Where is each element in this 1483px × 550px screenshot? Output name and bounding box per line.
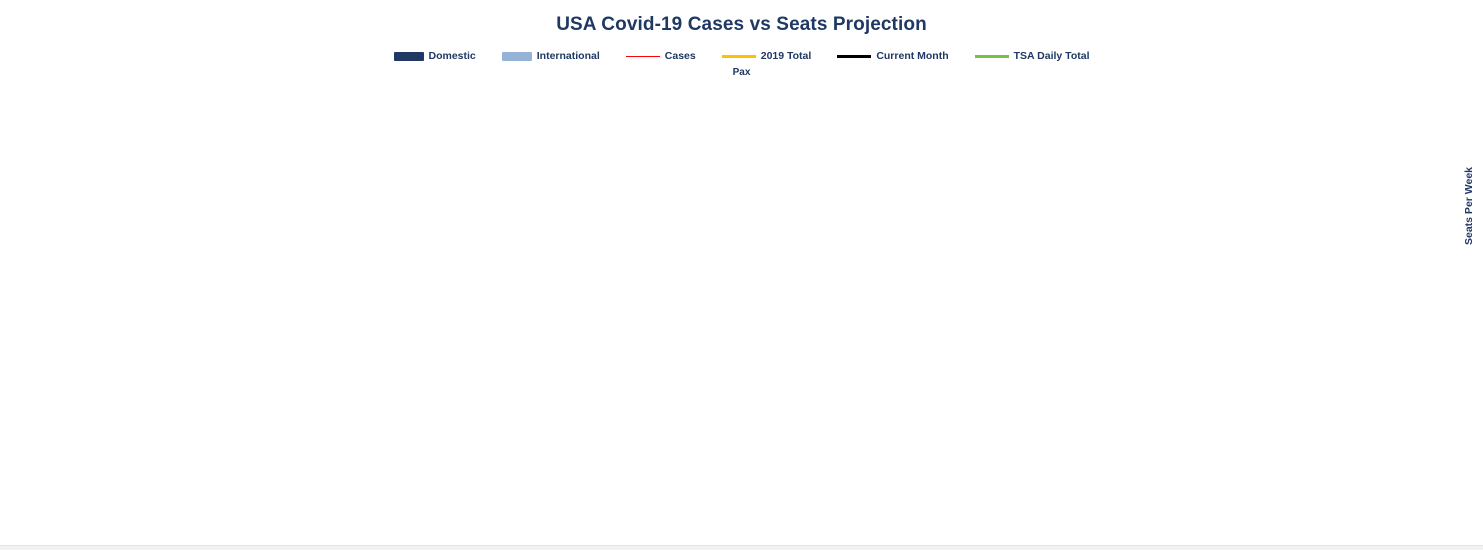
x-axis-ticks [78,498,1385,548]
bottom-rule [0,545,1483,550]
chart-title: USA Covid-19 Cases vs Seats Projection [556,14,927,35]
legend-marker-2019-total [721,54,756,58]
annotation-projected: Projected [1228,458,1344,486]
legend-marker-domestic [393,51,424,61]
plot-svg [78,79,1385,494]
legend-label: 2019 Total [760,50,812,62]
legend-label: TSA Daily Total [1013,50,1090,62]
legend-label: Cases [664,50,696,62]
legend-item-international[interactable]: International [501,50,600,62]
legend-item-domestic[interactable]: Domestic [393,50,476,62]
legend-item-tsa-daily-total[interactable]: TSA Daily Total [974,50,1090,62]
plot-area [78,79,1385,494]
legend-marker-tsa-daily-total [974,54,1009,58]
legend-item-cases[interactable]: Cases [625,50,696,62]
right-axis-title: Seats Per Week [1463,166,1475,245]
legend-label: Current Month [876,50,949,62]
legend-label: International [536,50,600,62]
annotation-actual: Actual [113,458,191,486]
legend-marker-cases [625,55,660,57]
legend-item-2019-total[interactable]: 2019 Total [721,50,812,62]
chart-legend: Domestic International Cases 2019 Total Curr… [0,50,1483,62]
legend-marker-current-month [837,54,872,58]
legend-label: Domestic [428,50,476,62]
legend-item-current-month[interactable]: Current Month [837,50,949,62]
pax-label: Pax [732,67,751,78]
legend-marker-international [501,51,532,61]
